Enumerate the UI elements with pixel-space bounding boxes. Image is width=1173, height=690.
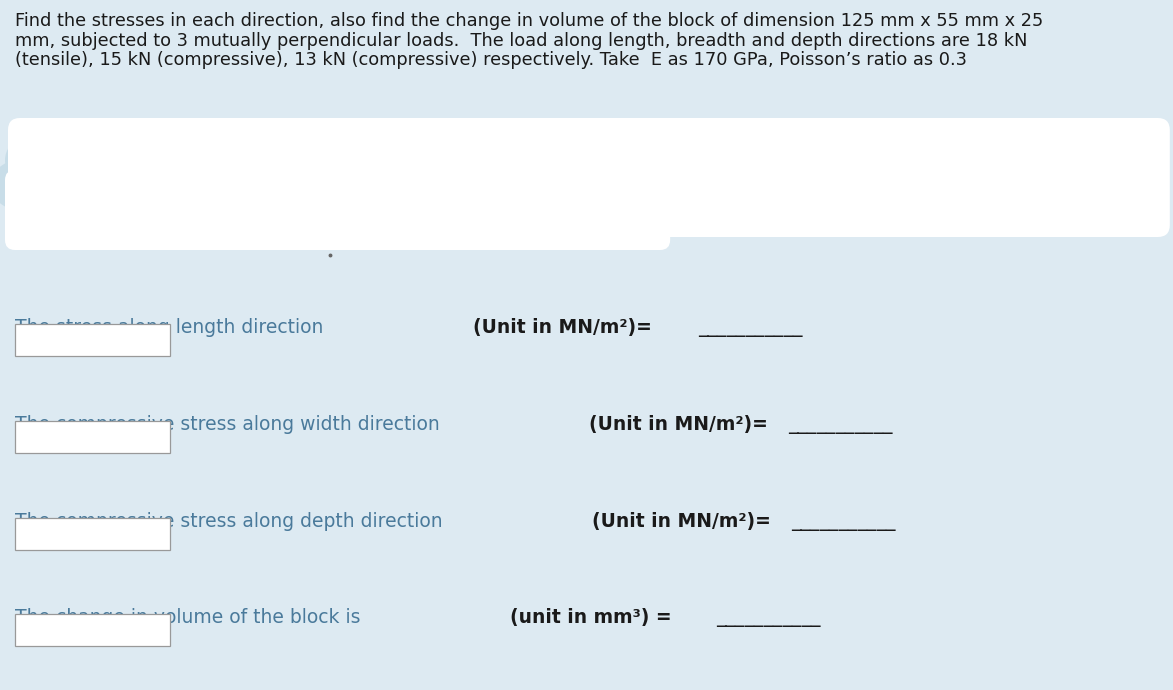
Text: The compressive stress along width direction: The compressive stress along width direc… (15, 415, 446, 434)
Text: The compressive stress along depth direction: The compressive stress along depth direc… (15, 512, 448, 531)
Ellipse shape (0, 157, 70, 213)
Text: ___________: ___________ (717, 608, 821, 627)
Text: mm, subjected to 3 mutually perpendicular loads.  The load along length, breadth: mm, subjected to 3 mutually perpendicula… (15, 32, 1028, 50)
FancyBboxPatch shape (8, 118, 1169, 237)
Text: Find the stresses in each direction, also find the change in volume of the block: Find the stresses in each direction, als… (15, 12, 1043, 30)
Text: (Unit in MN/m²)=: (Unit in MN/m²)= (473, 318, 658, 337)
FancyBboxPatch shape (15, 614, 170, 646)
Text: The stress along length direction: The stress along length direction (15, 318, 330, 337)
FancyBboxPatch shape (15, 324, 170, 356)
Text: (Unit in MN/m²)=: (Unit in MN/m²)= (589, 415, 774, 434)
Text: ___________: ___________ (791, 512, 895, 531)
Text: ___________: ___________ (788, 415, 893, 434)
FancyBboxPatch shape (15, 518, 170, 550)
Text: The change in volume of the block is: The change in volume of the block is (15, 608, 366, 627)
Ellipse shape (5, 123, 135, 197)
Text: (tensile), 15 kN (compressive), 13 kN (compressive) respectively. Take  E as 170: (tensile), 15 kN (compressive), 13 kN (c… (15, 51, 967, 69)
Ellipse shape (65, 123, 155, 173)
FancyBboxPatch shape (15, 421, 170, 453)
Text: (Unit in MN/m²)=: (Unit in MN/m²)= (592, 512, 778, 531)
FancyBboxPatch shape (5, 170, 670, 250)
Text: ___________: ___________ (698, 318, 802, 337)
Text: (unit in mm³) =: (unit in mm³) = (510, 608, 684, 627)
